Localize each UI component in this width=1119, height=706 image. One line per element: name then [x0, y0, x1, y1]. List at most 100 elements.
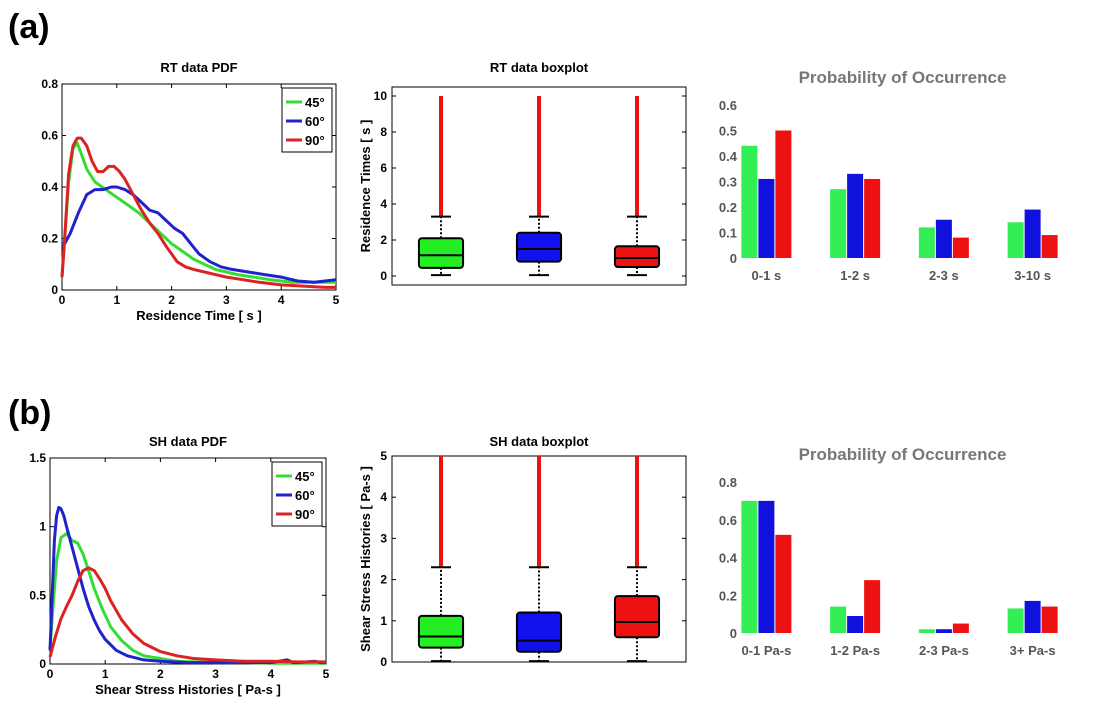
y-tick-label: 0 [730, 251, 737, 266]
x-category-label: 0-1 s [752, 268, 782, 283]
legend-entry-3: 90° [295, 507, 315, 522]
x-tick-label: 5 [333, 293, 340, 307]
legend-entry-1: 45° [295, 469, 315, 484]
bar-2-3 [864, 580, 881, 633]
y-tick-label: 0.3 [719, 175, 737, 190]
bar-4-1 [1007, 608, 1024, 633]
y-tick-label: 10 [374, 89, 388, 103]
bar-3-1 [918, 629, 935, 633]
bar-4-3 [1041, 235, 1058, 258]
y-axis-label: Residence Times [ s ] [358, 120, 373, 253]
bar-1-1 [741, 145, 758, 258]
x-category-label: 1-2 Pa-s [830, 643, 880, 658]
bar-2-2 [847, 173, 864, 258]
bar-4-2 [1024, 209, 1041, 258]
series-line-3 [60, 136, 336, 289]
bar-1-3 [775, 534, 792, 633]
x-tick-label: 2 [157, 667, 164, 681]
bar-4-3 [1041, 606, 1058, 633]
x-category-label: 3+ Pa-s [1010, 643, 1056, 658]
x-category-label: 2-3 Pa-s [919, 643, 969, 658]
y-tick-label: 0.4 [719, 551, 738, 566]
x-tick-label: 4 [278, 293, 285, 307]
y-tick-label: 0 [380, 269, 387, 283]
rt-probability-chart: Probability of Occurrence 0 0.1 0.2 0.3 0.4 0.… [719, 68, 1058, 283]
box-1 [417, 237, 465, 269]
y-tick-label: 8 [380, 125, 387, 139]
box-1 [417, 614, 465, 649]
bar-1-3 [775, 130, 792, 258]
x-tick-label: 0 [59, 293, 66, 307]
x-tick-label: 3 [212, 667, 219, 681]
x-category-label: 1-2 s [840, 268, 870, 283]
x-category-label: 0-1 Pa-s [741, 643, 791, 658]
y-tick-label: 0.6 [41, 129, 58, 143]
bar-3-1 [918, 227, 935, 258]
y-tick-label: 0 [39, 657, 46, 671]
sh-probability-chart: Probability of Occurrence 0 0.2 0.4 0.6 0.8 0-… [719, 445, 1058, 658]
y-tick-label: 0.8 [719, 475, 737, 490]
bar-3-2 [935, 219, 952, 258]
panel-label-a: (a) [8, 8, 50, 46]
y-tick-label: 1.5 [29, 451, 46, 465]
bar-3-3 [952, 623, 969, 633]
y-tick-label: 0.6 [719, 513, 737, 528]
y-tick-label: 0.5 [29, 588, 46, 602]
sh-pdf-chart: SH data PDF 0 1 2 3 4 5 0 0.5 1 1.5 45° 60° 90° Shear … [29, 434, 329, 697]
y-tick-label: 1 [39, 520, 46, 534]
bar-3-2 [935, 629, 952, 633]
series-line-2 [62, 185, 337, 284]
y-tick-label: 0.8 [41, 77, 58, 91]
x-axis-label: Shear Stress Histories [ Pa-s ] [95, 682, 281, 697]
bar-3-3 [952, 237, 969, 258]
bar-2-2 [847, 616, 864, 633]
y-tick-label: 0.4 [719, 149, 738, 164]
chart-title: SH data PDF [149, 434, 227, 449]
bar-1-1 [741, 500, 758, 633]
x-category-label: 2-3 s [929, 268, 959, 283]
y-tick-label: 0 [380, 655, 387, 669]
chart-title: Probability of Occurrence [799, 68, 1007, 87]
series-line-1 [60, 141, 336, 284]
legend-entry-2: 60° [295, 488, 315, 503]
rt-pdf-chart: RT data PDF 0 1 2 3 4 5 0 0.2 0.4 0.6 0.8 45° 60° 90° R… [41, 60, 339, 323]
x-tick-label: 4 [267, 667, 274, 681]
x-tick-label: 5 [323, 667, 330, 681]
box-2 [515, 611, 563, 653]
y-tick-label: 0.2 [41, 232, 58, 246]
y-tick-label: 3 [380, 531, 387, 545]
y-tick-label: 1 [380, 614, 387, 628]
legend-entry-3: 90° [305, 133, 325, 148]
y-tick-label: 2 [380, 233, 387, 247]
y-axis-label: Shear Stress Histories [ Pa-s ] [358, 466, 373, 652]
bar-2-1 [830, 189, 847, 258]
bar-2-1 [830, 606, 847, 633]
x-axis-label: Residence Time [ s ] [136, 308, 261, 323]
rt-boxplot-chart: RT data boxplot 0 2 4 6 8 10 Residence Times [ … [358, 60, 687, 286]
legend-entry-1: 45° [305, 95, 325, 110]
legend-entry-2: 60° [305, 114, 325, 129]
x-tick-label: 0 [47, 667, 54, 681]
chart-title: RT data PDF [160, 60, 237, 75]
x-tick-label: 1 [102, 667, 109, 681]
chart-title: RT data boxplot [490, 60, 589, 75]
bar-1-2 [758, 178, 775, 258]
y-tick-label: 4 [380, 490, 387, 504]
bar-1-2 [758, 500, 775, 633]
box-3 [613, 245, 661, 269]
x-tick-label: 2 [168, 293, 175, 307]
bar-2-3 [864, 178, 881, 258]
y-tick-label: 0.2 [719, 200, 737, 215]
y-tick-label: 2 [380, 573, 387, 587]
y-tick-label: 0 [730, 626, 737, 641]
y-tick-label: 6 [380, 161, 387, 175]
sh-boxplot-chart: SH data boxplot 0 1 2 3 4 5 Shear Stress Histor… [358, 434, 687, 669]
box-2 [515, 231, 563, 263]
x-tick-label: 3 [223, 293, 230, 307]
chart-title: SH data boxplot [490, 434, 590, 449]
y-tick-label: 0.5 [719, 124, 737, 139]
bar-4-2 [1024, 600, 1041, 633]
panel-label-b: (b) [8, 394, 51, 432]
x-category-label: 3-10 s [1014, 268, 1051, 283]
